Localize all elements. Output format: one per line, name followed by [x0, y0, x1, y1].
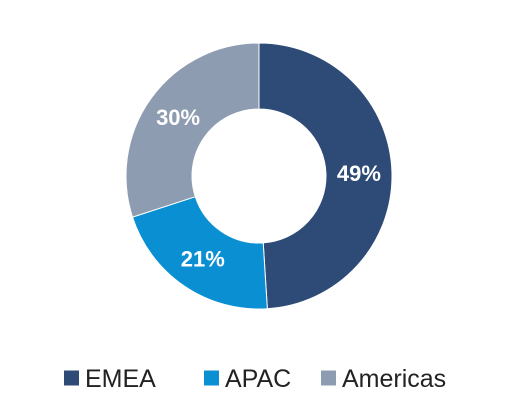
legend-label-americas: Americas [342, 365, 446, 393]
legend-swatch-americas [321, 370, 336, 386]
slice-emea [258, 42, 393, 310]
legend-swatch-emea [64, 370, 79, 386]
slice-label-apac: 21% [181, 247, 225, 272]
legend-label-apac: APAC [225, 365, 291, 393]
legend-label-emea: EMEA [85, 365, 156, 393]
slice-label-emea: 49% [337, 161, 381, 186]
slice-label-americas: 30% [156, 105, 200, 130]
legend-swatch-apac [204, 370, 219, 386]
slice-americas [125, 42, 260, 218]
legend: EMEA APAC Americas [64, 365, 446, 393]
slice-apac [131, 196, 268, 310]
donut-slices [125, 42, 393, 310]
slice-labels: 49% 21% 30% [156, 105, 381, 271]
